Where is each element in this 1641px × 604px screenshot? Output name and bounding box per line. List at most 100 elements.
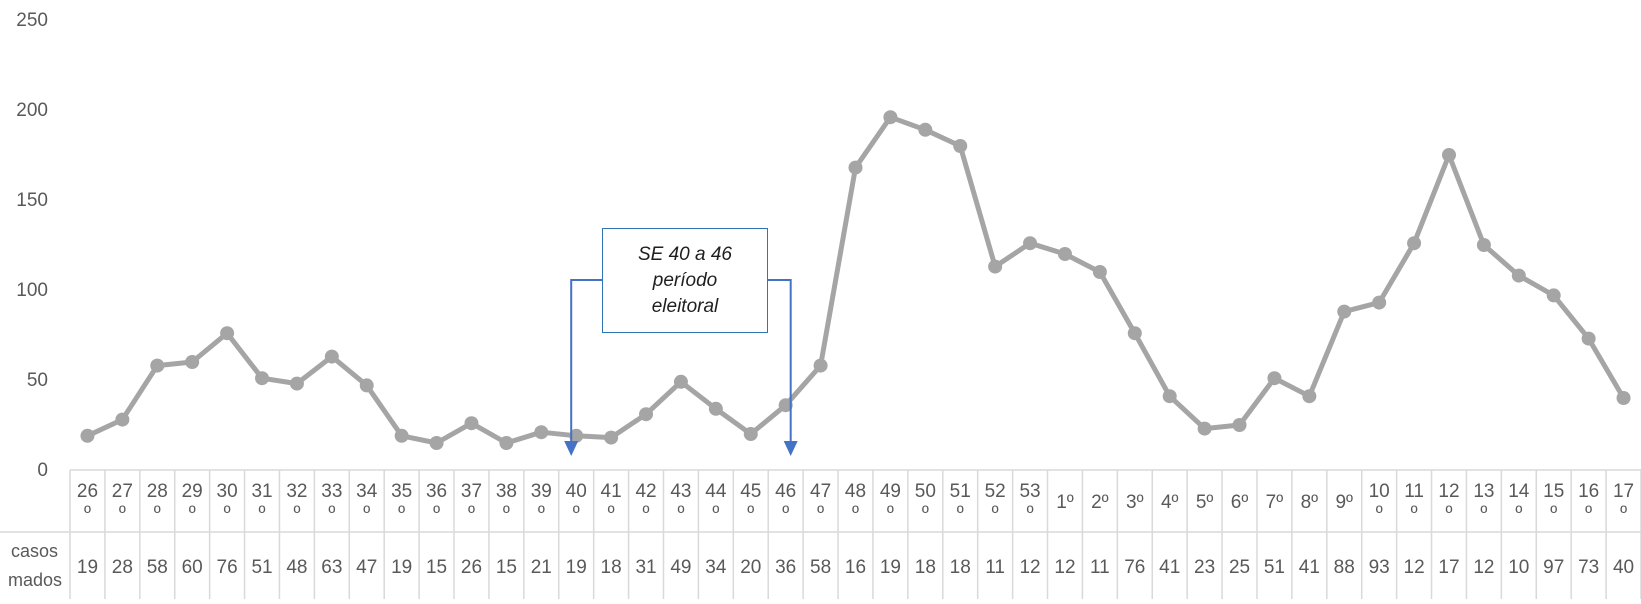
- table-value-label: 58: [810, 557, 831, 578]
- data-point: [289, 376, 304, 391]
- table-value-label: 76: [1124, 557, 1145, 578]
- data-point: [604, 430, 619, 445]
- data-point: [429, 436, 444, 450]
- table-value-label: 19: [880, 557, 901, 578]
- table-value-label: 34: [705, 557, 727, 578]
- table-value-label: 31: [635, 557, 656, 578]
- data-point: [988, 259, 1003, 274]
- table-value-label: 28: [112, 557, 133, 578]
- data-point: [918, 122, 933, 137]
- category-label: 38 º: [496, 481, 517, 524]
- data-point: [1057, 247, 1072, 261]
- y-tick-label: 50: [27, 370, 48, 391]
- category-label: 10 º: [1369, 481, 1390, 524]
- annotation-line-2: período: [652, 269, 718, 291]
- table-value-label: 51: [251, 557, 272, 578]
- data-point: [673, 374, 688, 389]
- data-point: [569, 428, 584, 443]
- table-value-label: 49: [670, 557, 691, 578]
- data-point: [1407, 236, 1422, 251]
- table-value-label: 63: [321, 557, 342, 578]
- category-label: 4º: [1161, 492, 1179, 513]
- data-point: [1616, 391, 1631, 405]
- table-value-label: 47: [356, 557, 377, 578]
- category-label: 44 º: [705, 481, 727, 524]
- table-value-label: 18: [601, 557, 622, 578]
- table-row-title-line-1: casos: [11, 541, 58, 561]
- category-label: 39 º: [531, 481, 552, 524]
- category-label: 15 º: [1543, 481, 1564, 524]
- data-point: [220, 326, 235, 341]
- series-points: [80, 110, 1631, 450]
- table-row-title-line-2: mados: [8, 570, 62, 590]
- table-value-label: 93: [1369, 557, 1390, 578]
- data-point: [778, 398, 793, 413]
- category-label: 33 º: [321, 481, 342, 524]
- category-label: 37 º: [461, 481, 482, 524]
- table-value-label: 12: [1404, 557, 1425, 578]
- annotation-arrowhead-right: [783, 441, 798, 456]
- data-point: [1302, 389, 1317, 404]
- data-point: [883, 110, 898, 125]
- category-label: 32 º: [286, 481, 307, 524]
- data-point: [359, 378, 374, 393]
- table-value-labels: 19 28 58 60 76 51 48 63 47 19 15 26 15 21 19 18 31 49 34 20…: [77, 557, 1634, 578]
- table-value-label: 48: [286, 557, 307, 578]
- category-label: 26 º: [77, 481, 98, 524]
- y-tick-label: 200: [16, 100, 48, 121]
- category-label: 41 º: [601, 481, 622, 524]
- data-point: [1581, 331, 1596, 346]
- table-value-label: 18: [950, 557, 971, 578]
- table-value-label: 23: [1194, 557, 1215, 578]
- data-point: [1127, 326, 1142, 341]
- category-label: 16 º: [1578, 481, 1599, 524]
- category-label: 5º: [1196, 492, 1214, 513]
- table-value-label: 12: [1019, 557, 1040, 578]
- category-label: 6º: [1231, 492, 1249, 513]
- data-point: [1546, 288, 1561, 303]
- category-label: 49 º: [880, 481, 901, 524]
- category-labels: 26 º 27 º 28 º 29 º 30 º 31 º 32 º 33 º 34 º 35 º 36 º 37 º 38 º 3…: [77, 481, 1634, 524]
- category-label: 12 º: [1438, 481, 1459, 524]
- data-point: [1267, 371, 1282, 386]
- category-label: 46 º: [775, 481, 796, 524]
- category-label: 53 º: [1019, 481, 1040, 524]
- annotation-line-3: eleitoral: [651, 295, 719, 317]
- data-point: [1197, 421, 1212, 436]
- annotation-callout: SE 40 a 46 período eleitoral: [602, 228, 768, 333]
- category-label: 2º: [1091, 492, 1109, 513]
- table-value-label: 26: [461, 557, 482, 578]
- category-label: 51 º: [950, 481, 971, 524]
- annotation-arrows: [564, 279, 798, 456]
- category-label: 36 º: [426, 481, 447, 524]
- category-label: 7º: [1266, 492, 1284, 513]
- data-point: [499, 436, 514, 450]
- category-label: 11 º: [1404, 481, 1424, 524]
- category-label: 50 º: [915, 481, 936, 524]
- category-label: 35 º: [391, 481, 412, 524]
- data-point: [1372, 295, 1387, 310]
- y-tick-label: 100: [16, 280, 48, 301]
- table-value-label: 88: [1334, 557, 1355, 578]
- data-point: [1337, 304, 1352, 319]
- data-point: [743, 427, 758, 441]
- table-value-label: 19: [77, 557, 98, 578]
- category-label: 13 º: [1473, 481, 1494, 524]
- category-label: 45 º: [740, 481, 761, 524]
- data-point: [1441, 148, 1456, 162]
- table-value-label: 36: [775, 557, 796, 578]
- table-value-label: 11: [1090, 557, 1110, 578]
- table-value-label: 40: [1613, 557, 1634, 578]
- table-value-label: 15: [426, 557, 447, 578]
- y-axis: 0 50 100 150 200 250: [16, 10, 48, 481]
- data-point: [1023, 236, 1038, 251]
- category-label: 14 º: [1508, 481, 1530, 524]
- category-label: 9º: [1335, 492, 1353, 513]
- category-label: 43 º: [670, 481, 691, 524]
- data-point: [80, 428, 95, 443]
- data-point: [1232, 418, 1247, 432]
- category-label: 1º: [1056, 492, 1074, 513]
- table-value-label: 12: [1054, 557, 1075, 578]
- table-value-label: 76: [217, 557, 238, 578]
- table-value-label: 58: [147, 557, 168, 578]
